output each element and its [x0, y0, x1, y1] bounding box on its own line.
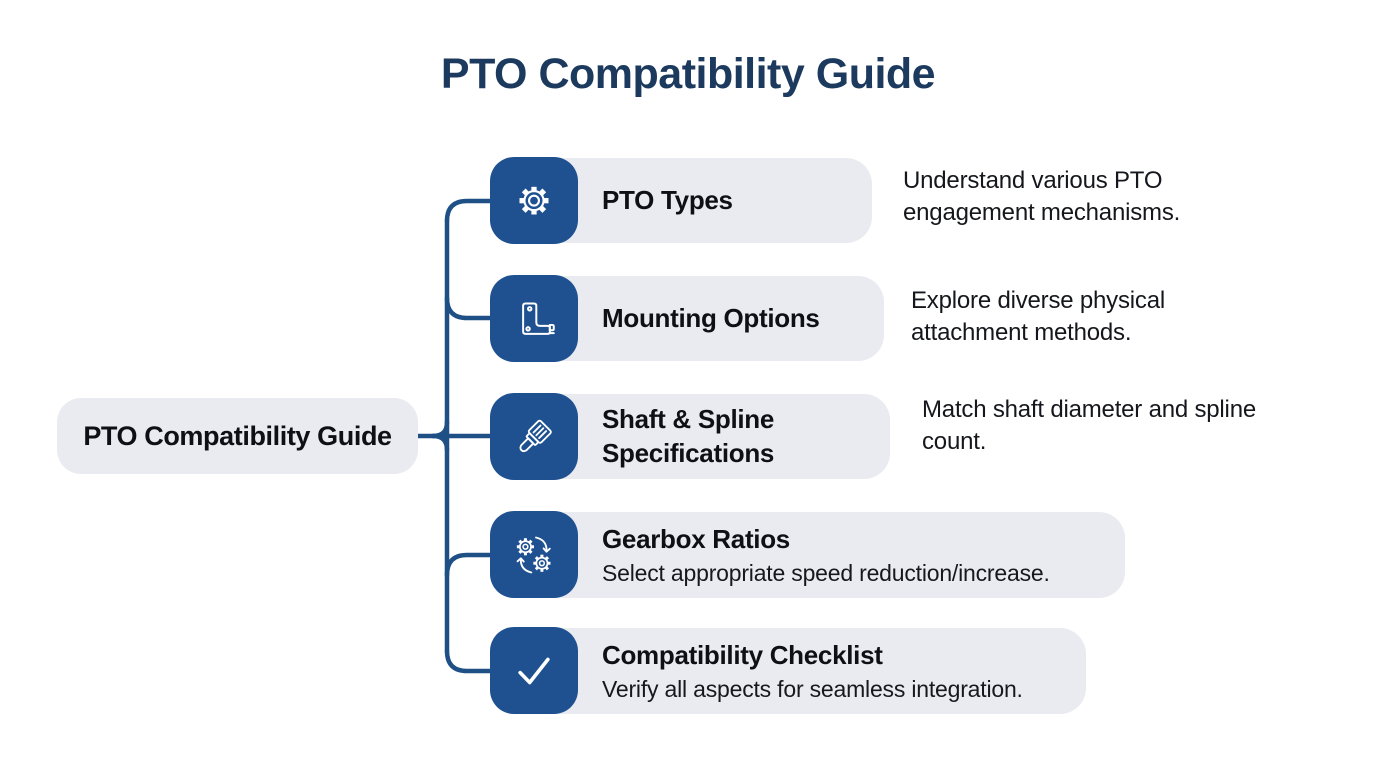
connector-branch-2: [444, 295, 495, 321]
shaft-spline-icon: [490, 393, 578, 480]
mounting-bracket-icon: [490, 275, 578, 362]
node-pto-types-description: Understand various PTO engagement mechan…: [903, 167, 1181, 226]
node-shaft-spline-description: Match shaft diameter and spline count.: [922, 396, 1256, 455]
node-shaft-spline: Shaft & Spline Specifications: [490, 394, 890, 479]
node-compatibility-checklist-subtitle: Verify all aspects for seamless integrat…: [602, 675, 1023, 702]
node-shaft-spline-title: Shaft & Spline Specifications: [602, 403, 775, 468]
checkmark-icon: [490, 627, 578, 714]
connector-branch-5: [444, 648, 495, 674]
root-node: PTO Compatibility Guide: [57, 398, 418, 474]
gear-icon: [490, 157, 578, 244]
connector-branch-4: [444, 552, 495, 578]
page-title: PTO Compatibility Guide: [440, 50, 936, 98]
node-pto-types-title: PTO Types: [602, 184, 733, 215]
node-mounting-options-title: Mounting Options: [602, 302, 820, 333]
node-gearbox-ratios-title: Gearbox Ratios: [602, 524, 790, 555]
connector-branch-1: [444, 198, 495, 224]
root-node-label: PTO Compatibility Guide: [83, 420, 392, 451]
node-gearbox-ratios: Gearbox Ratios Select appropriate speed …: [490, 512, 1125, 598]
node-gearbox-ratios-subtitle: Select appropriate speed reduction/incre…: [602, 559, 1050, 586]
node-mounting-options-description: Explore diverse physical attachment meth…: [911, 287, 1165, 346]
gears-rotation-icon: [490, 511, 578, 598]
node-compatibility-checklist: Compatibility Checklist Verify all aspec…: [490, 628, 1086, 714]
connector-fork-fillet-down: [430, 433, 450, 453]
node-compatibility-checklist-title: Compatibility Checklist: [602, 640, 883, 671]
